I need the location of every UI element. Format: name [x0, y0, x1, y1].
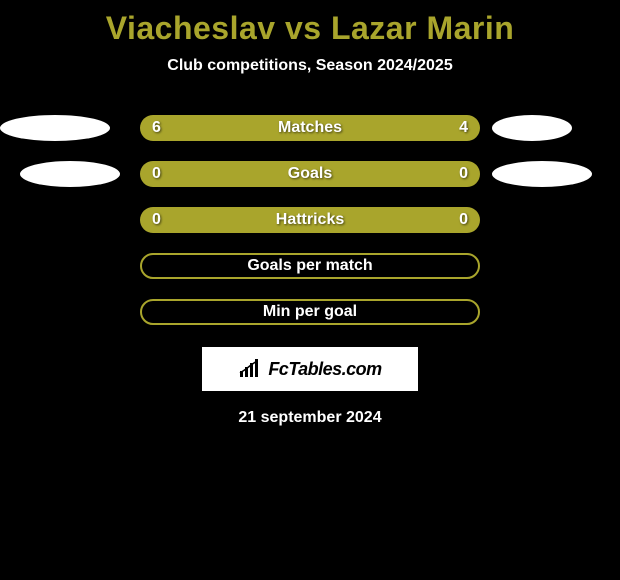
stat-value-left: 6 [152, 119, 161, 137]
logo-text: FcTables.com [268, 359, 381, 380]
stat-value-right: 4 [459, 119, 468, 137]
stat-bar: 0 Goals 0 [140, 161, 480, 187]
chart-icon [238, 359, 262, 379]
stat-row: 0 Goals 0 [0, 161, 620, 187]
source-logo: FcTables.com [202, 347, 418, 391]
page-subtitle: Club competitions, Season 2024/2025 [167, 57, 452, 75]
stat-bar: 0 Hattricks 0 [140, 207, 480, 233]
stat-label: Goals per match [247, 257, 372, 275]
stat-bar: Min per goal [140, 299, 480, 325]
page-title: Viacheslav vs Lazar Marin [106, 10, 515, 47]
stat-row: Goals per match [0, 253, 620, 279]
stat-bar: 6 Matches 4 [140, 115, 480, 141]
stat-value-left: 0 [152, 211, 161, 229]
stat-label: Min per goal [263, 303, 357, 321]
stat-bar: Goals per match [140, 253, 480, 279]
date-text: 21 september 2024 [238, 409, 381, 427]
player-right-shape [492, 115, 572, 141]
stat-label: Matches [278, 119, 342, 137]
stat-value-right: 0 [459, 165, 468, 183]
stat-row: 6 Matches 4 [0, 115, 620, 141]
player-left-shape [0, 115, 110, 141]
stat-row: 0 Hattricks 0 [0, 207, 620, 233]
player-left-shape [20, 161, 120, 187]
stat-label: Goals [288, 165, 332, 183]
stat-value-left: 0 [152, 165, 161, 183]
stat-rows: 6 Matches 4 0 Goals 0 0 Hattricks 0 [0, 115, 620, 325]
stat-value-right: 0 [459, 211, 468, 229]
stat-row: Min per goal [0, 299, 620, 325]
stat-label: Hattricks [276, 211, 344, 229]
infographic-container: Viacheslav vs Lazar Marin Club competiti… [0, 0, 620, 427]
player-right-shape [492, 161, 592, 187]
